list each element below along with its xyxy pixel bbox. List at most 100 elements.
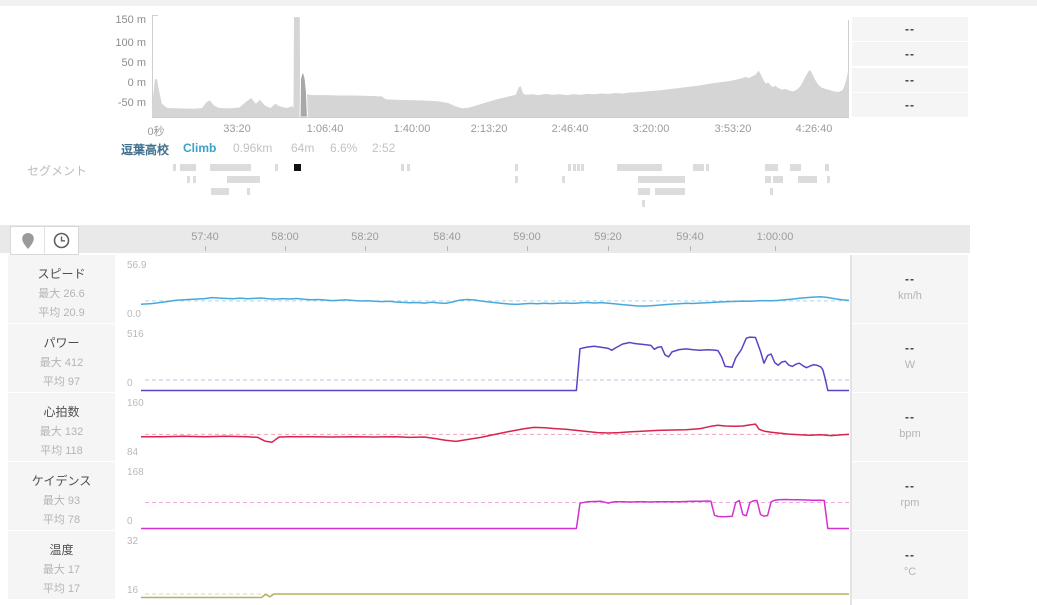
segment-bar[interactable] xyxy=(827,176,830,183)
segment-bar[interactable] xyxy=(275,164,278,171)
y-axis-min-label: 84 xyxy=(127,447,139,458)
segment-bar[interactable] xyxy=(210,164,251,171)
y-axis-max-label: 168 xyxy=(127,467,144,478)
metric-avg-stat: 平均 97 xyxy=(42,376,81,388)
segment-bar[interactable] xyxy=(581,164,584,171)
elevation-y-tick-label: 150 m xyxy=(115,14,146,26)
elevation-stat-value: -- xyxy=(905,97,915,112)
metric-chart[interactable] xyxy=(125,403,850,460)
elevation-x-axis xyxy=(152,117,849,118)
metric-line xyxy=(141,593,849,599)
metric-live-value: -- xyxy=(905,548,915,562)
metric-unit: rpm xyxy=(900,497,920,509)
segment-bar[interactable] xyxy=(638,176,685,183)
segment-bar[interactable] xyxy=(562,176,565,183)
segment-bar[interactable] xyxy=(173,164,176,171)
segment-bar[interactable] xyxy=(655,188,685,195)
segment-bar[interactable] xyxy=(247,188,250,195)
metric-unit: W xyxy=(904,359,916,371)
segment-bar[interactable] xyxy=(568,164,571,171)
time-axis-tick xyxy=(775,246,776,251)
metric-chart[interactable] xyxy=(125,334,849,392)
y-axis-min-label: 0.0 xyxy=(127,309,141,320)
metric-max-stat: 最大 26.6 xyxy=(38,288,85,300)
segment-bar[interactable] xyxy=(825,164,829,171)
time-axis-tick xyxy=(447,246,448,251)
elevation-x-tick-label: 2:13:20 xyxy=(470,123,508,135)
metric-max-stat: 最大 93 xyxy=(42,495,81,507)
segment-bar[interactable] xyxy=(573,164,576,171)
elevation-y-tick-label: -50 m xyxy=(117,97,146,109)
segment-grade: 6.6% xyxy=(330,141,358,155)
segment-bar-selected[interactable] xyxy=(294,164,301,171)
y-axis-max-label: 32 xyxy=(127,536,139,547)
elevation-area xyxy=(152,17,849,117)
metric-value-panel: -- °C xyxy=(852,531,968,599)
metric-line xyxy=(140,296,850,307)
elevation-profile-chart[interactable] xyxy=(152,15,849,117)
metric-label-panel: パワー 最大 412 平均 97 xyxy=(8,324,115,392)
view-toggle-group xyxy=(10,226,79,255)
segment-bar[interactable] xyxy=(706,164,709,171)
segment-bar[interactable] xyxy=(515,164,518,171)
segment-bar[interactable] xyxy=(765,164,778,171)
segment-bar[interactable] xyxy=(693,164,704,171)
segment-bar[interactable] xyxy=(401,164,404,171)
metric-chart[interactable] xyxy=(125,541,849,599)
metric-avg-stat: 平均 78 xyxy=(42,514,81,526)
metric-line xyxy=(141,423,850,443)
segment-bar[interactable] xyxy=(765,176,771,183)
segment-bar[interactable] xyxy=(790,164,801,171)
y-axis-min-label: 0 xyxy=(127,378,133,389)
metric-label-panel: ケイデンス 最大 93 平均 78 xyxy=(8,462,115,530)
elevation-selected-segment[interactable] xyxy=(299,70,308,117)
metric-unit: km/h xyxy=(898,290,922,302)
y-axis-max-label: 160 xyxy=(127,398,144,409)
metric-value-panel: -- km/h xyxy=(852,255,968,323)
segment-bar[interactable] xyxy=(770,188,773,195)
segment-bar[interactable] xyxy=(642,200,645,207)
segment-bar[interactable] xyxy=(227,176,260,183)
elevation-stat-row: -- xyxy=(852,67,968,92)
elevation-stat-row: -- xyxy=(852,92,968,117)
map-pin-icon xyxy=(21,232,34,249)
metric-avg-stat: 平均 20.9 xyxy=(38,307,85,319)
segment-time: 2:52 xyxy=(372,141,396,155)
segment-bar[interactable] xyxy=(407,164,410,171)
metric-chart[interactable] xyxy=(125,472,849,530)
elevation-x-tick-label: 4:26:40 xyxy=(795,123,833,135)
metric-avg-stat: 平均 17 xyxy=(42,583,81,595)
elevation-y-tick-label: 50 m xyxy=(121,57,146,69)
time-button[interactable] xyxy=(44,227,78,254)
segment-bar[interactable] xyxy=(180,164,196,171)
segment-bar[interactable] xyxy=(515,176,518,183)
segment-bar[interactable] xyxy=(617,164,662,171)
segments-section-label: セグメント xyxy=(27,164,88,178)
segment-bar[interactable] xyxy=(211,188,229,195)
elevation-y-tick-label: 0 m xyxy=(127,77,146,89)
metric-label-panel: 心拍数 最大 132 平均 118 xyxy=(8,393,115,461)
segment-bar[interactable] xyxy=(193,176,196,183)
metric-chart[interactable] xyxy=(125,265,850,322)
metric-avg-stat: 平均 118 xyxy=(40,445,83,457)
metric-live-value: -- xyxy=(905,410,915,424)
map-pin-button[interactable] xyxy=(11,227,44,254)
time-axis-tick xyxy=(527,246,528,251)
segment-bar[interactable] xyxy=(773,176,783,183)
time-axis-label: 59:40 xyxy=(676,231,704,243)
elevation-x-tick-label: 1:06:40 xyxy=(306,123,344,135)
segment-bar[interactable] xyxy=(187,176,190,183)
segment-bar[interactable] xyxy=(638,188,650,195)
segment-name-link[interactable]: 逗葉高校 xyxy=(121,143,170,157)
time-axis-label: 58:40 xyxy=(433,231,461,243)
segment-bar[interactable] xyxy=(798,176,817,183)
metric-unit: bpm xyxy=(899,428,921,440)
time-axis-label: 57:40 xyxy=(191,231,219,243)
metric-line xyxy=(141,336,849,392)
segment-bar[interactable] xyxy=(577,164,580,171)
elevation-right-border xyxy=(848,20,849,118)
elevation-x-tick-label: 1:40:00 xyxy=(393,123,431,135)
chart-toolbar xyxy=(0,225,970,253)
chart-right-divider xyxy=(850,255,852,605)
